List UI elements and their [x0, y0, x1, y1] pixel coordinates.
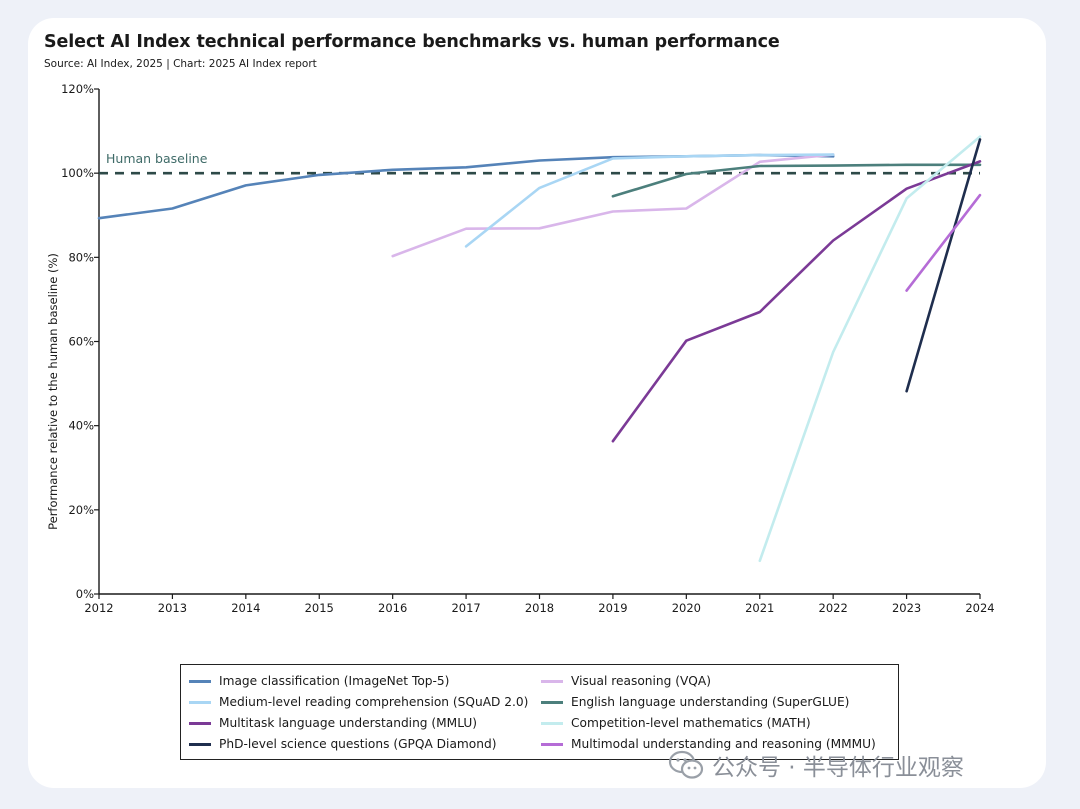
- x-tick-label: 2013: [158, 601, 187, 615]
- x-tick-label: 2016: [378, 601, 407, 615]
- chart-card: [28, 18, 1046, 788]
- chart-subtitle: Source: AI Index, 2025 | Chart: 2025 AI …: [44, 58, 317, 70]
- x-tick-label: 2015: [305, 601, 334, 615]
- x-tick-label: 2019: [598, 601, 627, 615]
- y-tick-label: 60%: [68, 335, 94, 349]
- legend-swatch: [189, 700, 211, 704]
- x-tick-label: 2021: [745, 601, 774, 615]
- legend-swatch: [541, 742, 563, 746]
- y-tick-label: 100%: [61, 166, 94, 180]
- legend-item: Competition-level mathematics (MATH): [541, 715, 811, 731]
- human-baseline-label: Human baseline: [106, 151, 208, 166]
- legend-label: PhD-level science questions (GPQA Diamon…: [219, 737, 497, 751]
- legend-swatch: [189, 742, 211, 746]
- legend-item: Multimodal understanding and reasoning (…: [541, 736, 876, 752]
- watermark-text: 公众号 · 半导体行业观察: [712, 755, 964, 781]
- x-tick-label: 2017: [451, 601, 480, 615]
- legend-label: Medium-level reading comprehension (SQuA…: [219, 695, 529, 709]
- legend-label: English language understanding (SuperGLU…: [571, 695, 850, 709]
- y-tick-label: 20%: [68, 503, 94, 517]
- x-tick-label: 2024: [965, 601, 994, 615]
- y-tick-label: 120%: [61, 82, 94, 96]
- legend-swatch: [189, 679, 211, 683]
- y-axis-label: Performance relative to the human baseli…: [46, 253, 60, 530]
- legend-label: Competition-level mathematics (MATH): [571, 716, 811, 730]
- legend-label: Image classification (ImageNet Top-5): [219, 674, 450, 688]
- series-line-5: [611, 160, 982, 443]
- legend-item: Image classification (ImageNet Top-5): [189, 673, 449, 689]
- legend-swatch: [189, 721, 211, 725]
- y-tick-label: 0%: [76, 587, 94, 601]
- series-line-4: [611, 163, 982, 198]
- legend-item: Visual reasoning (VQA): [541, 673, 711, 689]
- legend-item: English language understanding (SuperGLU…: [541, 694, 849, 710]
- y-tick-label: 80%: [68, 250, 94, 264]
- legend-label: Multimodal understanding and reasoning (…: [571, 737, 876, 751]
- x-tick-label: 2014: [231, 601, 260, 615]
- y-tick-label: 40%: [68, 419, 94, 433]
- series-line-8: [905, 193, 982, 292]
- x-tick-label: 2018: [525, 601, 554, 615]
- chart-title: Select AI Index technical performance be…: [44, 32, 780, 52]
- legend-swatch: [541, 679, 563, 683]
- legend-swatch: [541, 721, 563, 725]
- series-line-6: [758, 135, 982, 563]
- series-line-2: [391, 153, 835, 258]
- series-line-3: [464, 153, 835, 248]
- wechat-icon: [668, 750, 704, 780]
- chart-legend: Image classification (ImageNet Top-5) Vis…: [180, 664, 899, 760]
- series-line-7: [905, 138, 982, 393]
- x-tick-label: 2020: [672, 601, 701, 615]
- legend-item: PhD-level science questions (GPQA Diamon…: [189, 736, 496, 752]
- legend-label: Multitask language understanding (MMLU): [219, 716, 478, 730]
- x-tick-label: 2012: [84, 601, 113, 615]
- legend-swatch: [541, 700, 563, 704]
- legend-label: Visual reasoning (VQA): [571, 674, 711, 688]
- legend-item: Medium-level reading comprehension (SQuA…: [189, 694, 528, 710]
- x-tick-label: 2022: [819, 601, 848, 615]
- legend-item: Multitask language understanding (MMLU): [189, 715, 477, 731]
- x-tick-label: 2023: [892, 601, 921, 615]
- watermark: 公众号 · 半导体行业观察: [668, 747, 964, 783]
